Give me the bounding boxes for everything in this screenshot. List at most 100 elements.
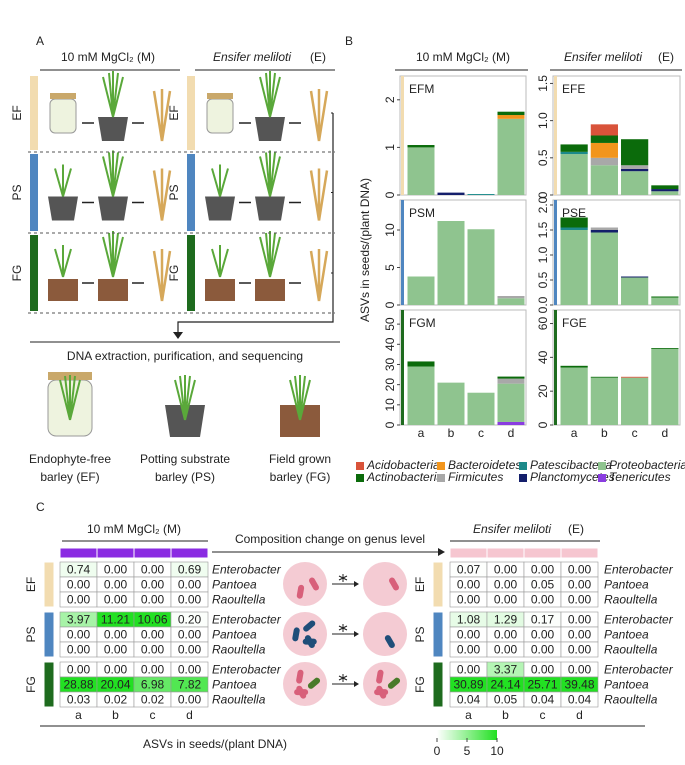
bacterium [384, 635, 395, 649]
bar-segment [497, 378, 525, 384]
y-tick-label: 0 [383, 301, 397, 308]
group-label: EF [413, 577, 427, 592]
row-label: FG [167, 265, 181, 282]
x-tick-label: d [508, 426, 515, 440]
bar-segment [590, 230, 618, 233]
seedling [211, 245, 229, 278]
x-tick-label: d [662, 426, 669, 440]
mature-barley [309, 89, 329, 142]
legend-swatch [598, 462, 606, 470]
y-axis-label: ASVs in seeds/(plant DNA) [358, 178, 372, 322]
chart-title: FGM [409, 316, 436, 330]
legend-swatch [437, 462, 445, 470]
cell-value: 10.06 [137, 613, 167, 627]
cell-value: 0.17 [531, 613, 555, 627]
row-strip [187, 154, 195, 231]
column-label: c [540, 708, 546, 722]
row-strip [30, 154, 38, 231]
soil [255, 279, 285, 301]
genus-label: Pantoea [604, 678, 649, 692]
genus-label: Pantoea [212, 628, 257, 642]
legend-label: Tenericutes [609, 470, 671, 484]
header-cell [449, 547, 488, 559]
cell-value: 0.00 [141, 643, 165, 657]
pot [255, 196, 285, 221]
y-tick-label: 5 [383, 264, 397, 271]
bar-segment [590, 232, 618, 305]
header-cell [59, 547, 98, 559]
y-tick-label: 30 [383, 357, 397, 371]
cell-value: 0.00 [141, 593, 165, 607]
caption: barley (EF) [40, 470, 99, 484]
bar-segment [590, 124, 618, 136]
cell-value: 0.69 [178, 563, 202, 577]
bacterium [307, 677, 321, 689]
panel-label: B [345, 34, 353, 48]
colorbar-tick-label: 5 [464, 744, 471, 758]
bar-segment [497, 111, 525, 116]
column-title: Ensifer meliloti [473, 522, 551, 536]
x-tick-label: c [632, 426, 638, 440]
column-title-suffix: (E) [658, 50, 674, 64]
row-label: EF [10, 105, 24, 120]
bar-segment [407, 276, 435, 305]
cell-value: 1.29 [494, 613, 518, 627]
cell-value: 0.00 [457, 663, 481, 677]
cell-value: 24.14 [490, 678, 520, 692]
bar-segment [407, 145, 435, 148]
genus-label: Raoultella [604, 593, 658, 607]
group-strip [43, 561, 55, 608]
bar-segment [651, 189, 679, 192]
bar-segment [560, 154, 588, 195]
bacterium [294, 689, 309, 696]
bar-segment [621, 376, 649, 378]
bar-segment [560, 227, 588, 230]
column-label: a [75, 708, 82, 722]
cell-value: 20.04 [100, 678, 130, 692]
cell-value: 0.00 [104, 643, 128, 657]
bacterium [292, 627, 300, 642]
cell-value: 0.00 [178, 663, 202, 677]
y-tick-label: 40 [383, 337, 397, 351]
cell-value: 0.00 [141, 663, 165, 677]
bar-segment [651, 185, 679, 190]
bar-segment [590, 157, 618, 166]
sample-circle [363, 612, 407, 656]
y-tick-label: 0 [383, 421, 397, 428]
cell-value: 0.02 [104, 693, 128, 707]
x-tick-label: a [418, 426, 425, 440]
cell-value: 0.00 [104, 593, 128, 607]
group-label: FG [24, 676, 38, 693]
group-strip [432, 611, 444, 658]
panel-strip [401, 310, 404, 425]
legend-swatch [356, 462, 364, 470]
arrowhead [438, 548, 445, 556]
genus-label: Raoultella [212, 693, 266, 707]
y-tick-label: 0.5 [536, 271, 550, 288]
column-title: 10 mM MgCl₂ (M) [61, 50, 155, 64]
cell-value: 0.00 [568, 578, 592, 592]
cell-value: 0.05 [531, 578, 555, 592]
group-strip [432, 561, 444, 608]
cell-value: 7.82 [178, 678, 202, 692]
arrowhead [354, 631, 359, 637]
cell-value: 0.00 [178, 628, 202, 642]
y-tick-label: 1.5 [536, 75, 550, 92]
bar-segment [621, 139, 649, 166]
cell-value: 0.04 [568, 693, 592, 707]
legend-label: Acidobacteria [366, 458, 440, 472]
row-strip [187, 76, 195, 150]
cell-value: 0.74 [67, 563, 91, 577]
bar-segment [560, 365, 588, 368]
x-tick-label: b [601, 426, 608, 440]
bar-segment [437, 221, 465, 305]
plant [259, 71, 281, 118]
plant [59, 375, 81, 421]
y-tick-label: 1 [383, 144, 397, 151]
column-label: c [150, 708, 156, 722]
genus-label: Raoultella [212, 643, 266, 657]
seedling [211, 164, 229, 197]
soil [48, 279, 78, 301]
x-tick-label: a [571, 426, 578, 440]
plant [102, 231, 124, 278]
